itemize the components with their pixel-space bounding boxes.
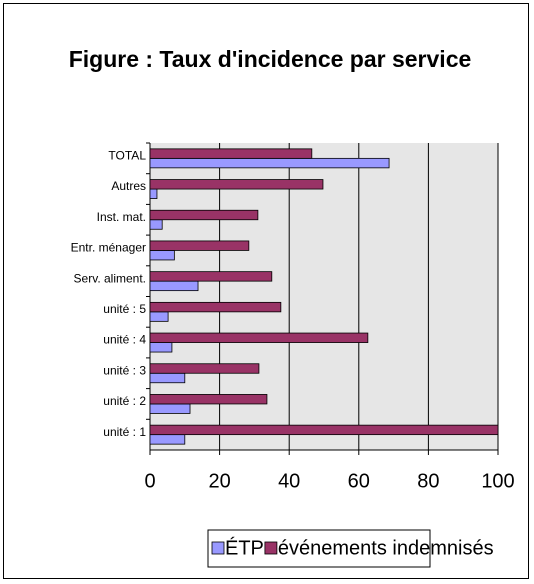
bar [149, 403, 191, 414]
y-tick-label: Entr. ménager [71, 241, 146, 255]
legend [207, 529, 431, 568]
y-tick-label: unité : 2 [103, 394, 146, 408]
x-tick-label: 60 [348, 470, 370, 492]
bar [149, 311, 169, 322]
bar [149, 240, 250, 251]
bar [149, 434, 186, 445]
bar [149, 342, 173, 353]
y-tick-label: TOTAL [108, 149, 146, 163]
y-tick-label: unité : 4 [103, 333, 146, 347]
legend-label: événements indemnisés [278, 537, 494, 559]
x-tick-label: 40 [278, 470, 300, 492]
x-tick-label: 100 [481, 470, 514, 492]
y-tick-label: Inst. mat. [97, 210, 146, 224]
frame [3, 3, 529, 579]
bar [149, 372, 186, 384]
bar [149, 271, 273, 282]
chart-title: Figure : Taux d'incidence par service [68, 46, 472, 72]
bar [149, 332, 369, 343]
x-tick-label: 0 [144, 470, 155, 492]
y-tick-label: Autres [111, 179, 146, 193]
bar [149, 250, 175, 261]
bar [149, 179, 324, 190]
bar [149, 219, 163, 230]
legend-swatch [264, 541, 278, 555]
y-tick-label: unité : 5 [103, 302, 146, 316]
bar [149, 148, 313, 159]
bar [149, 424, 499, 436]
legend-label: ÉTP [225, 536, 264, 559]
x-tick-label: 20 [208, 470, 230, 492]
bar [149, 301, 282, 313]
bar [149, 157, 390, 169]
bar [149, 363, 260, 374]
x-tick-label: 80 [417, 470, 439, 492]
y-tick-label: Serv. aliment. [74, 271, 146, 285]
y-tick-label: unité : 3 [103, 363, 146, 377]
y-tick-label: unité : 1 [103, 425, 146, 439]
bar [149, 394, 268, 405]
bar [149, 188, 158, 199]
bar [149, 209, 259, 221]
bar [149, 280, 199, 292]
legend-swatch [211, 541, 225, 555]
